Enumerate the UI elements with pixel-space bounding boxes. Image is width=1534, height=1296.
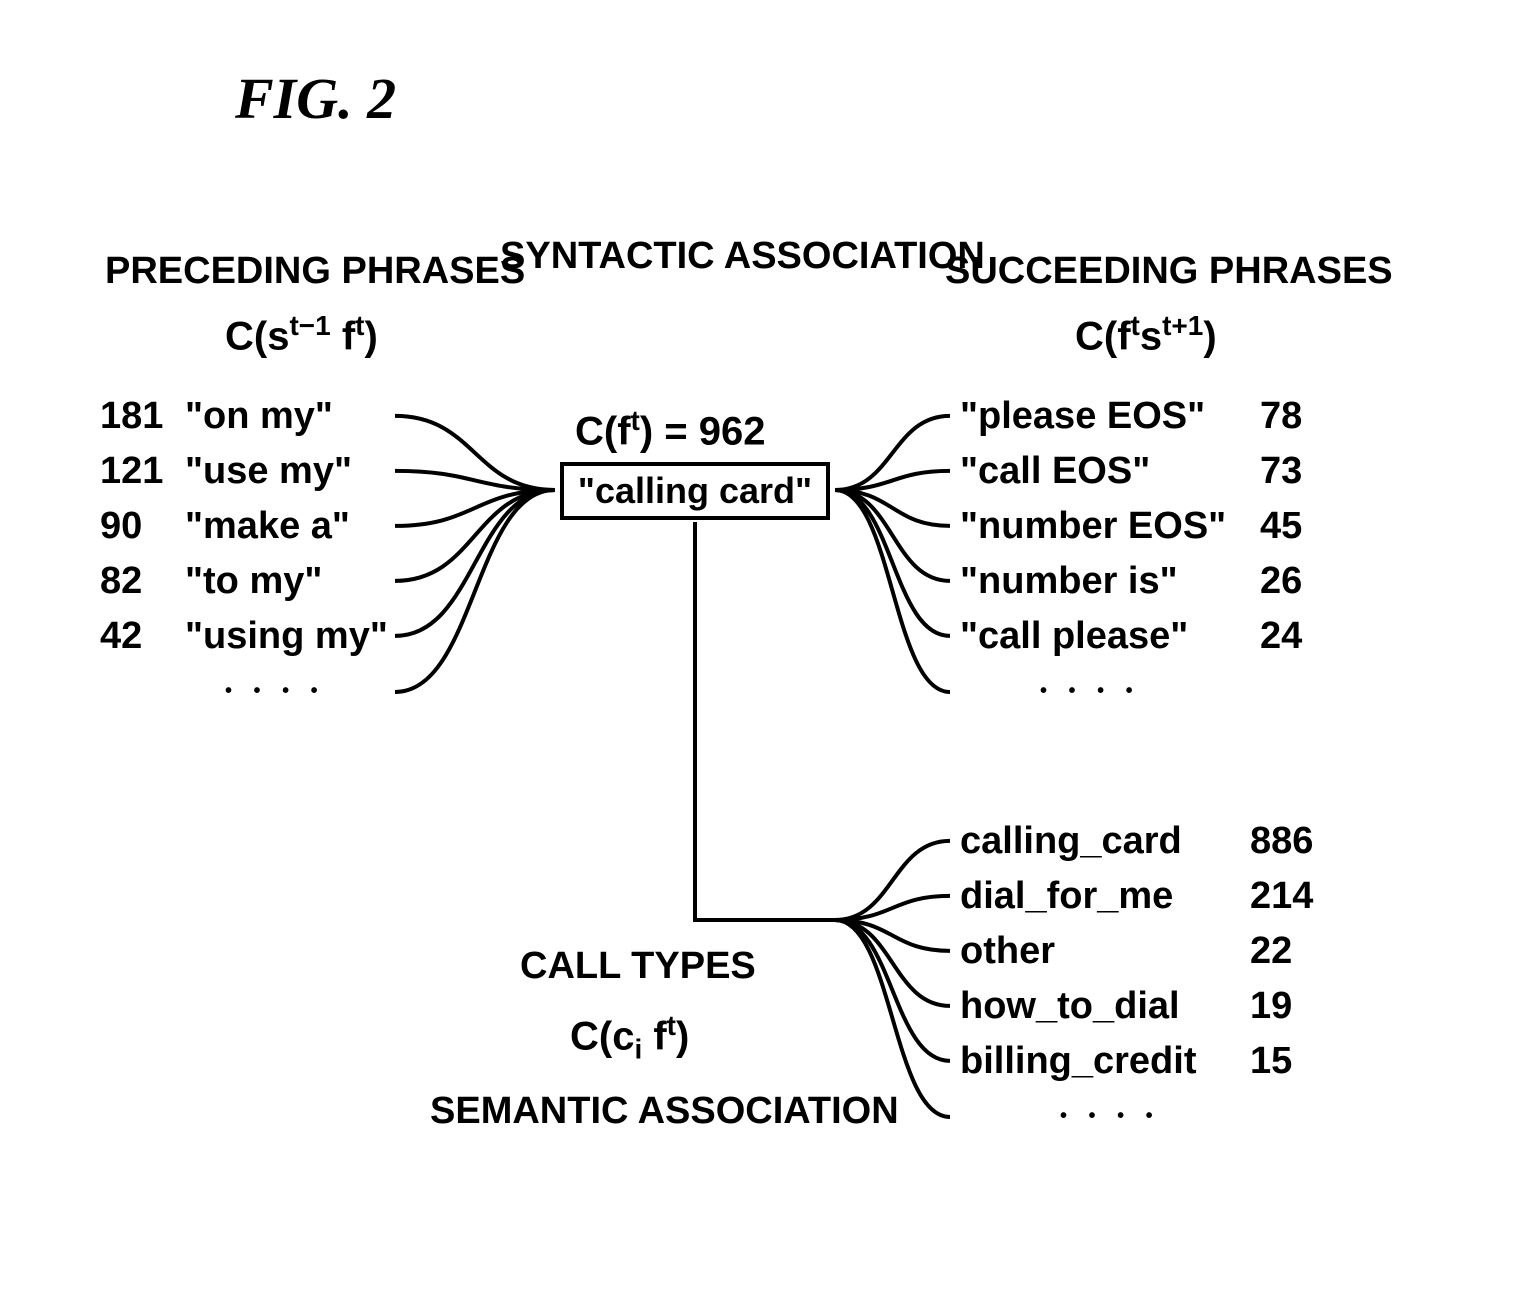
heading-call-types: CALL TYPES bbox=[520, 945, 756, 988]
phrase-count: 24 bbox=[1260, 615, 1302, 658]
heading-preceding: PRECEDING PHRASES bbox=[105, 250, 525, 293]
dots-calltypes: • • • • bbox=[1060, 1105, 1161, 1128]
phrase-text: "please EOS" bbox=[960, 395, 1205, 438]
phrase-text: "number is" bbox=[960, 560, 1178, 603]
calltype-text: how_to_dial bbox=[960, 985, 1180, 1028]
formula-call-types: C(ci ft) bbox=[570, 1010, 689, 1065]
phrase-count: 73 bbox=[1260, 450, 1302, 493]
phrase-text: "make a" bbox=[185, 505, 350, 548]
phrase-count: 82 bbox=[100, 560, 142, 603]
heading-succeeding: SUCCEEDING PHRASES bbox=[945, 250, 1393, 293]
calltype-count: 15 bbox=[1250, 1040, 1292, 1083]
center-phrase-box: "calling card" bbox=[560, 462, 830, 520]
dots-succeeding: • • • • bbox=[1040, 680, 1141, 703]
phrase-count: 42 bbox=[100, 615, 142, 658]
formula-preceding: C(st−1 ft) bbox=[225, 310, 378, 359]
phrase-count: 181 bbox=[100, 395, 163, 438]
figure-title: FIG. 2 bbox=[235, 65, 396, 132]
calltype-count: 19 bbox=[1250, 985, 1292, 1028]
dots-preceding: • • • • bbox=[225, 680, 326, 703]
phrase-text: "to my" bbox=[185, 560, 322, 603]
phrase-text: "on my" bbox=[185, 395, 333, 438]
heading-syntactic: SYNTACTIC ASSOCIATION bbox=[500, 235, 985, 278]
phrase-count: 121 bbox=[100, 450, 163, 493]
phrase-count: 26 bbox=[1260, 560, 1302, 603]
phrase-count: 78 bbox=[1260, 395, 1302, 438]
phrase-text: "using my" bbox=[185, 615, 388, 658]
phrase-text: "number EOS" bbox=[960, 505, 1226, 548]
heading-semantic: SEMANTIC ASSOCIATION bbox=[430, 1090, 899, 1133]
formula-center-count: C(ft) = 962 bbox=[575, 405, 766, 454]
phrase-text: "call EOS" bbox=[960, 450, 1150, 493]
calltype-count: 22 bbox=[1250, 930, 1292, 973]
calltype-count: 886 bbox=[1250, 820, 1313, 863]
phrase-count: 90 bbox=[100, 505, 142, 548]
calltype-text: dial_for_me bbox=[960, 875, 1173, 918]
calltype-text: billing_credit bbox=[960, 1040, 1196, 1083]
calltype-count: 214 bbox=[1250, 875, 1313, 918]
center-phrase-text: "calling card" bbox=[578, 470, 812, 512]
phrase-text: "use my" bbox=[185, 450, 352, 493]
calltype-text: other bbox=[960, 930, 1055, 973]
formula-succeeding: C(ftst+1) bbox=[1075, 310, 1217, 359]
phrase-text: "call please" bbox=[960, 615, 1188, 658]
calltype-text: calling_card bbox=[960, 820, 1182, 863]
phrase-count: 45 bbox=[1260, 505, 1302, 548]
